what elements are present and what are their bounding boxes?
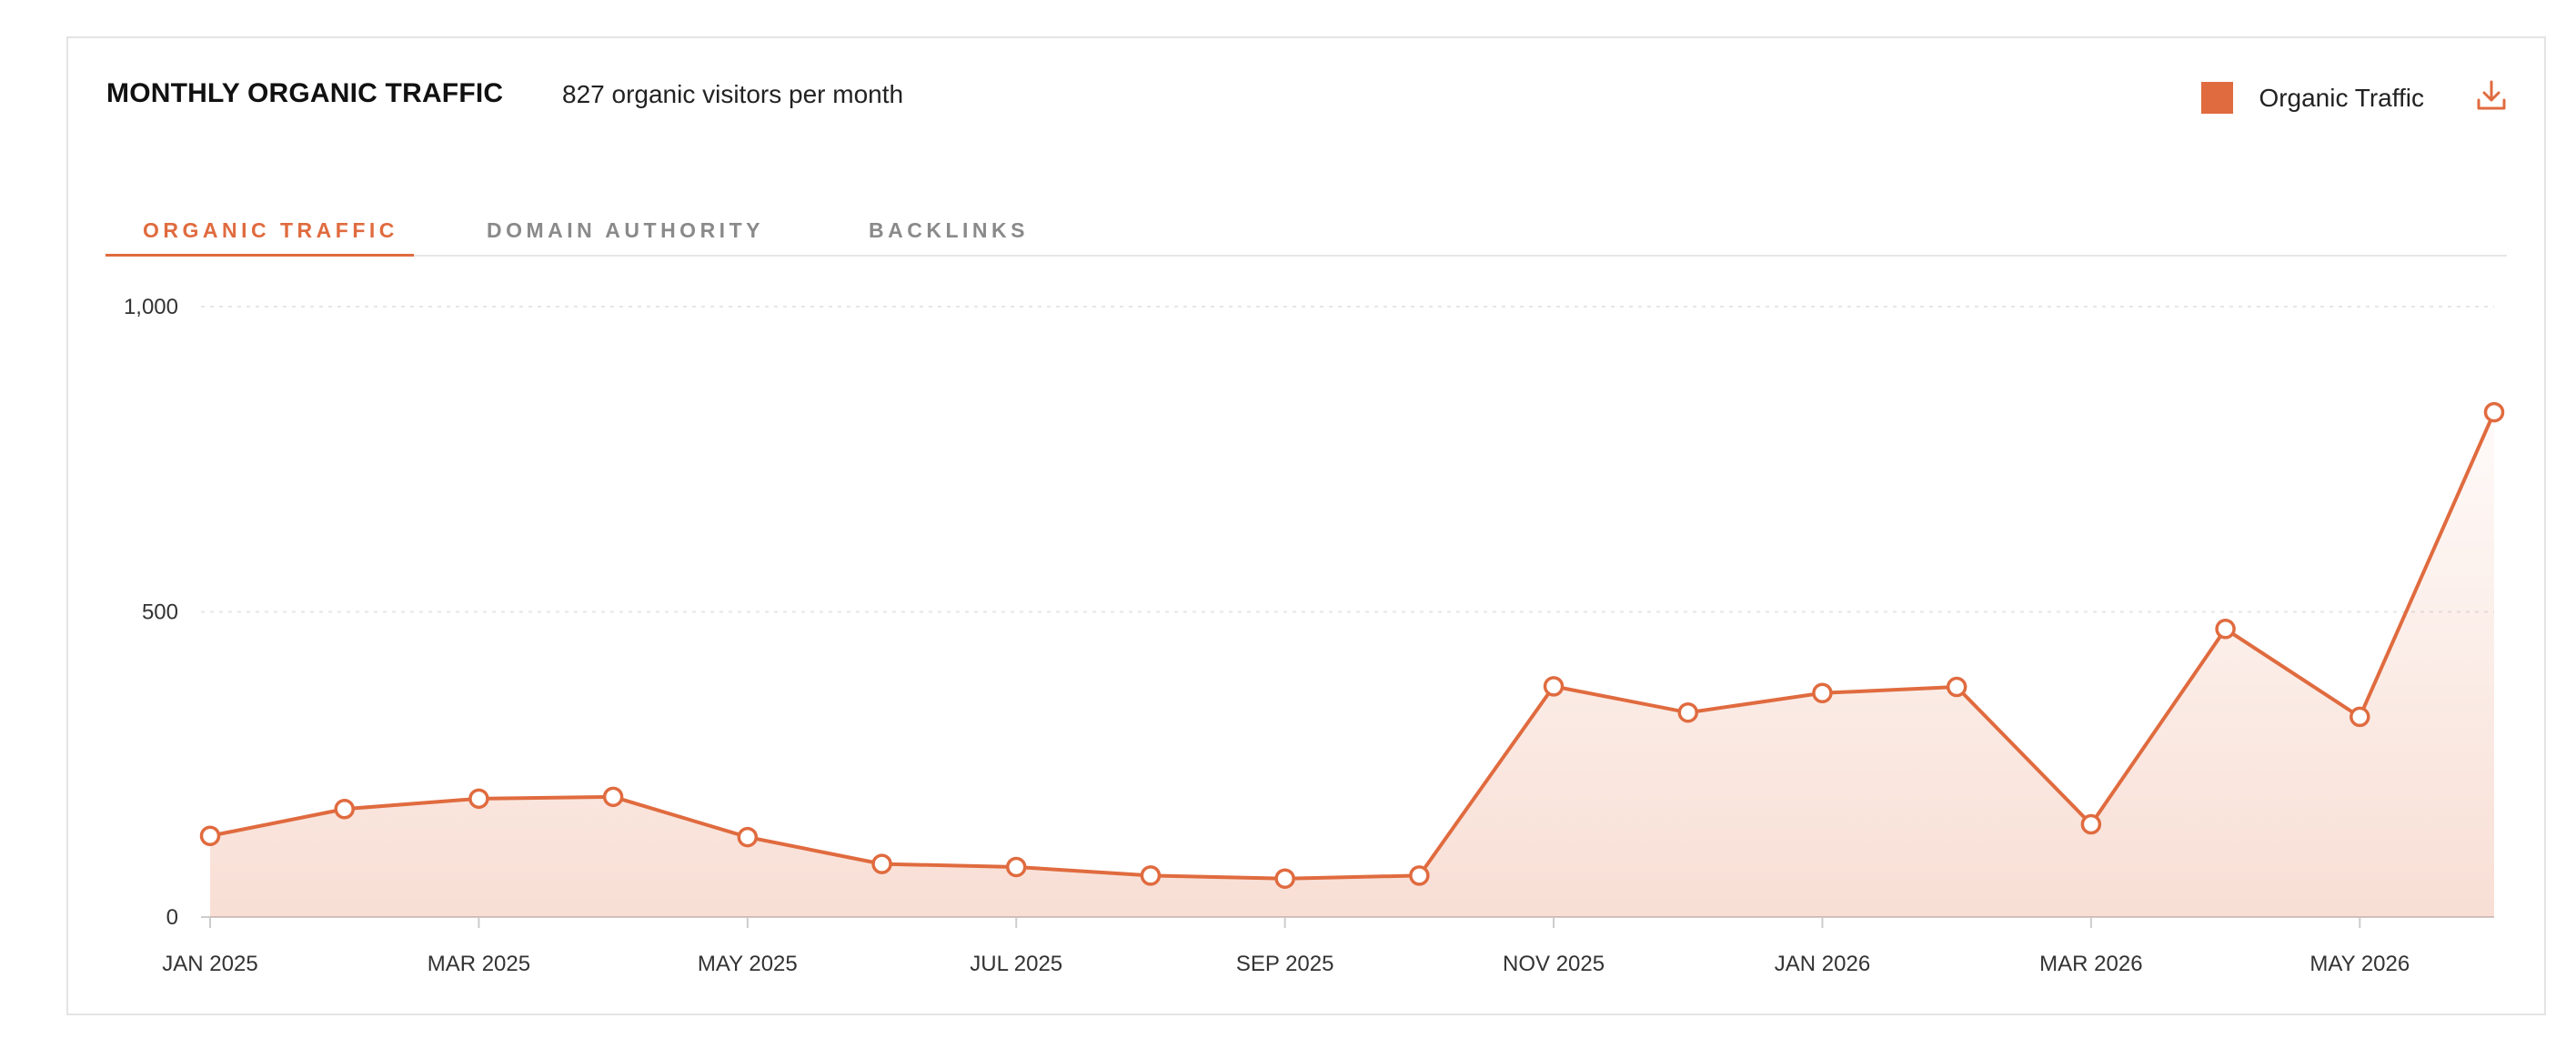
data-point [1274,868,1295,889]
data-point [2350,706,2370,728]
tab-backlinks[interactable]: BACKLINKS [869,218,1029,242]
tab-organic-traffic[interactable]: ORGANIC TRAFFIC [143,218,398,242]
x-tick-label: MAR 2025 [428,952,530,976]
x-tick-label: JUL 2025 [970,952,1062,976]
chart-title: MONTHLY ORGANIC TRAFFIC [106,78,504,108]
line-layer [209,411,2496,881]
data-point [2080,813,2102,835]
data-point [468,788,489,810]
data-point [334,798,355,820]
data-point [2215,619,2236,640]
series-line [209,411,2496,881]
data-point [1409,865,1430,886]
y-axis-labels: 0 500 1,000 [124,295,178,930]
data-point [1140,865,1162,886]
x-tick-label: JAN 2026 [1775,952,1870,976]
x-tick-label: JAN 2025 [162,952,257,976]
legend-label: Organic Traffic [2259,83,2424,112]
data-point [1677,701,1699,723]
data-point [1005,856,1027,878]
legend-swatch [2201,82,2234,114]
x-tick-label: MAY 2025 [698,952,798,976]
tab-domain-authority[interactable]: DOMAIN AUTHORITY [487,218,764,242]
x-axis-labels: JAN 2025 MAR 2025 MAY 2025 JUL 2025 SEP 2025… [162,917,2410,976]
data-point [1812,682,1833,703]
x-tick-label: NOV 2025 [1503,952,1605,976]
data-point [871,853,892,874]
x-tick-label: SEP 2025 [1236,952,1334,976]
tab-bar: ORGANIC TRAFFIC DOMAIN AUTHORITY BACKLIN… [106,182,2507,257]
area-fill [210,412,2494,917]
data-point [199,825,221,847]
y-tick-label: 1,000 [124,295,178,319]
legend: Organic Traffic [2201,82,2424,114]
data-point [1946,676,1967,698]
point-layer [199,401,2505,889]
data-point [2483,401,2505,423]
area-layer [210,412,2494,917]
y-tick-label: 500 [142,600,178,625]
download-button[interactable] [2473,78,2510,115]
data-point [737,826,759,848]
data-point [1543,676,1565,697]
x-tick-label: MAY 2026 [2309,952,2410,976]
download-icon [2477,80,2506,110]
chart-subtitle: 827 organic visitors per month [562,80,904,108]
x-tick-label: MAR 2026 [2039,952,2142,976]
y-tick-label: 0 [166,905,178,930]
active-tab-indicator [106,254,414,257]
data-point [602,786,624,808]
